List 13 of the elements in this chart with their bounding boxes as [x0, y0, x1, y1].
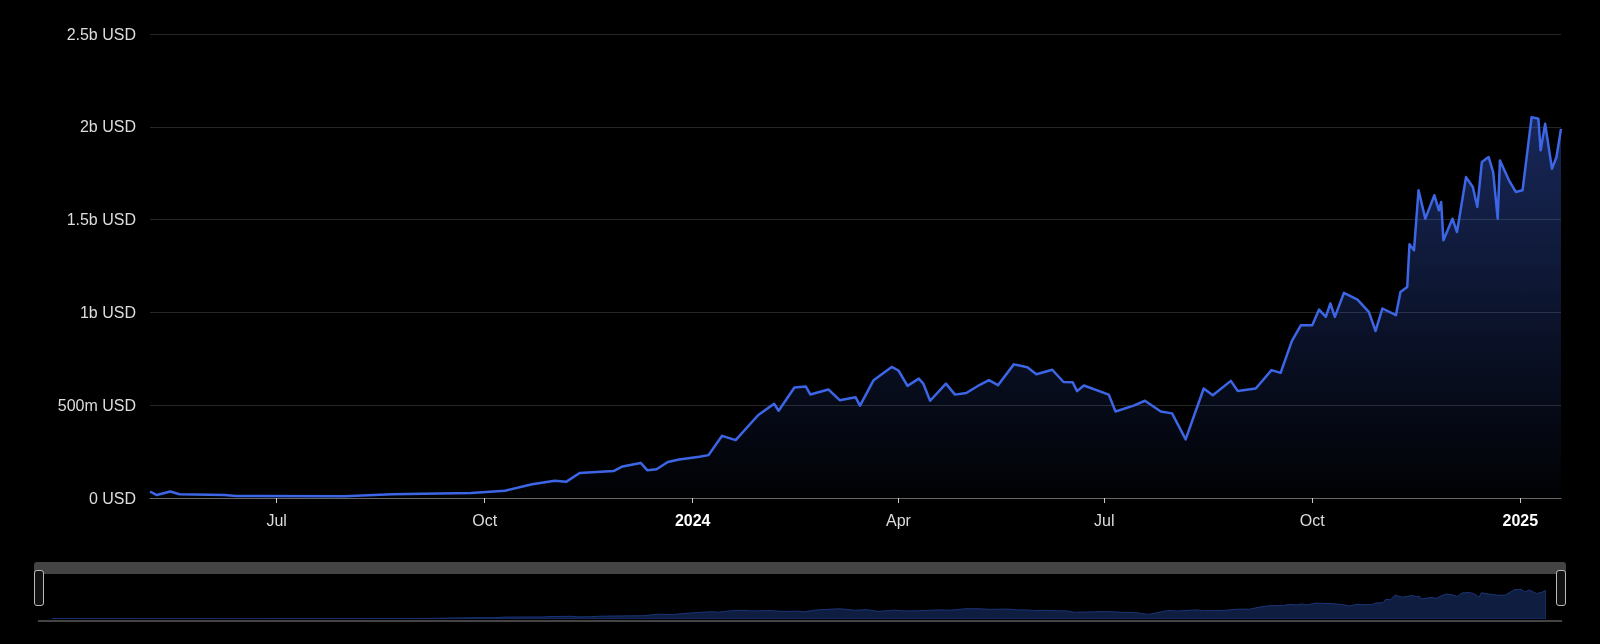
y-tick-label: 2.5b USD [66, 25, 136, 43]
y-tick-label: 500m USD [57, 396, 136, 414]
x-tick-label: Jul [1094, 511, 1115, 529]
x-tick-label: Oct [472, 511, 498, 529]
y-tick-label: 2b USD [79, 118, 136, 136]
y-tick-label: 0 USD [88, 489, 136, 507]
x-tick-label: Oct [1299, 511, 1326, 529]
y-tick-label: 1.5b USD [66, 211, 136, 229]
x-tick-label: Apr [886, 511, 912, 529]
x-tick-label: Jul [266, 511, 287, 529]
x-tick-label: 2025 [1502, 511, 1539, 529]
y-tick-label: 1b USD [79, 303, 136, 321]
x-tick-label: 2024 [674, 511, 711, 529]
